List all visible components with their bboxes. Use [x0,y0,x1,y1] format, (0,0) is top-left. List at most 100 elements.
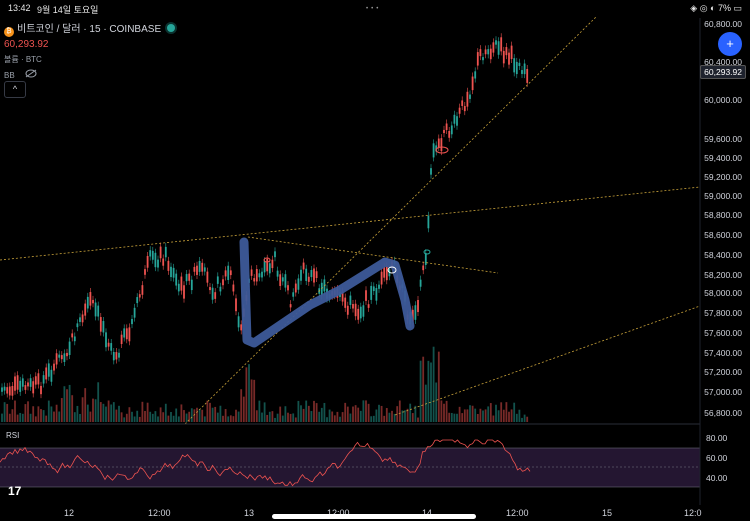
candle-body [105,332,107,348]
candle-body [19,380,22,392]
price-axis-label: 59,400.00 [704,153,742,163]
candle-body [219,286,222,292]
candle-body [27,382,29,387]
price-axis-label: 58,200.00 [704,270,742,280]
volume-bar [466,409,469,422]
volume-bar [326,417,328,422]
volume-bar [497,410,500,422]
volume-bar [320,407,323,422]
volume-layer [1,346,529,422]
marker-circle-2 [263,257,271,263]
candle-body [141,285,144,295]
candle-body [372,286,375,292]
volume-bar [21,413,24,422]
volume-bar [11,409,14,422]
multitask-dots-icon[interactable]: ••• [366,6,382,12]
volume-bar [469,405,471,422]
volume-bar [323,402,326,422]
volume-bar [263,402,266,422]
volume-bar [222,415,224,422]
volume-bar [183,410,185,422]
candle-body [263,261,266,273]
volume-bar [346,406,349,422]
x-label-5: 12:00 [506,508,529,518]
candle-body [365,290,367,301]
volume-bar [365,400,367,422]
volume-bar [136,410,139,422]
candle-body [240,324,243,331]
volume-bar [229,415,232,422]
rsi-axis-40: 40.00 [706,473,728,483]
volume-bar [261,412,263,422]
volume-bar [29,413,32,422]
candle-body [495,40,497,45]
bb-indicator[interactable]: BB [4,69,175,80]
volume-bar [68,384,71,422]
volume-bar [157,416,159,422]
volume-bar [125,413,128,422]
volume-bar [479,408,482,422]
volume-bar [385,408,388,422]
volume-bar [110,404,113,422]
eye-hidden-icon[interactable] [25,69,37,80]
volume-bar [344,402,347,422]
candle-body [515,61,518,75]
volume-label[interactable]: 볼륨 · BTC [4,55,42,64]
volume-bar [60,398,63,422]
candle-body [115,352,118,360]
rsi-axis-80: 80.00 [706,433,728,443]
volume-bar [232,416,235,422]
candle-body [6,387,9,394]
volume-bar [437,351,440,422]
rsi-label[interactable]: RSI [6,431,20,440]
price-axis[interactable]: 60,800.00 60,400.00 60,000.00 59,600.00 59,4… [704,0,750,420]
live-indicator-icon [167,24,176,32]
symbol-row[interactable]: ₿ 비트코인 / 달러 · 15 · COINBASE [4,20,176,37]
volume-bar [242,396,245,422]
home-indicator[interactable] [272,514,476,519]
candle-body [190,279,193,291]
volume-bar [266,414,269,422]
volume-bar [302,408,305,422]
candle-body [1,387,3,392]
candle-body [177,283,180,292]
candle-body [136,297,139,304]
volume-bar [203,416,206,422]
price-axis-label: 56,800.00 [704,408,742,418]
volume-bar [281,415,284,422]
volume-bar [235,409,237,422]
volume-bar [219,405,222,422]
candle-body [474,71,477,79]
candle-body [112,351,115,361]
collapse-legend-button[interactable]: ^ [4,81,26,98]
volume-bar [458,406,461,422]
candle-body [469,94,471,99]
price-axis-label: 59,600.00 [704,134,742,144]
candle-body [144,269,146,275]
candle-body [237,316,240,328]
candle-body [120,334,123,345]
candle-body [250,269,253,276]
candle-body [34,376,37,385]
candle-body [94,302,97,317]
candle-body [344,297,347,308]
volume-bar [341,412,344,422]
candle-body [526,69,529,83]
candle-body [47,363,50,377]
candle-body [502,50,505,64]
candle-body [279,274,282,286]
price-axis-label: 57,200.00 [704,367,742,377]
volume-bar [300,405,302,422]
add-alert-button[interactable]: + [718,32,742,56]
symbol-title[interactable]: 비트코인 / 달러 · 15 · COINBASE [17,24,162,35]
candle-body [427,215,430,229]
volume-bar [73,412,76,422]
candle-body [99,317,102,332]
candle-body [307,276,310,282]
candle-body [292,292,295,297]
candle-body [349,295,352,305]
candle-body [461,100,464,106]
volume-bar [362,400,365,422]
volume-bar [120,412,123,422]
